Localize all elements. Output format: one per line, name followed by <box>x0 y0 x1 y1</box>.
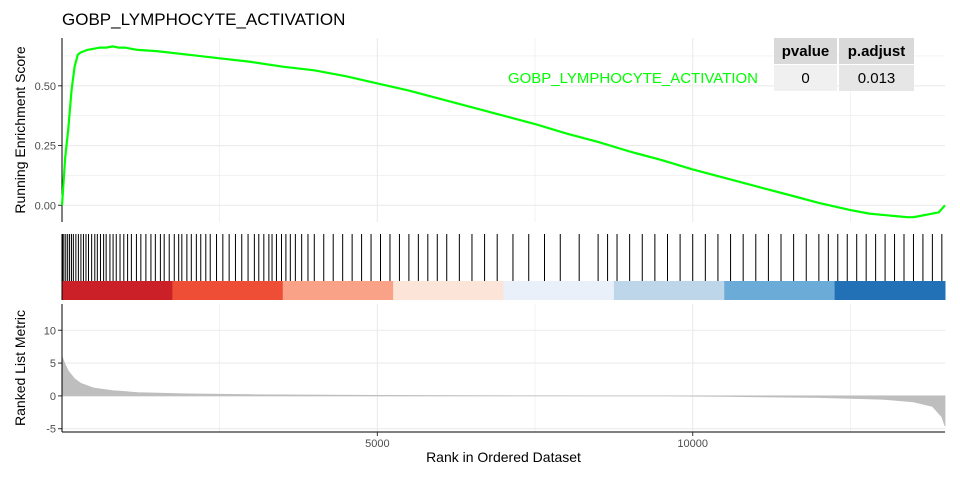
ranked-metric-grid <box>62 304 945 432</box>
y-tick-label-p3: 5 <box>50 358 56 370</box>
y-tick-label-p3: 10 <box>44 325 56 337</box>
gradient-segment <box>834 281 946 300</box>
running-score-axis: 0.00 0.25 0.50 <box>35 38 63 222</box>
rank-gradient-bar <box>62 281 946 300</box>
gradient-segment <box>503 281 615 300</box>
x-tick-label: 10000 <box>677 438 708 450</box>
stats-table: pvalue p.adjust 0 0.013 GOBP_LYMPHOCYTE_ACTI… <box>508 38 914 91</box>
y-axis-title-ranked-metric: Ranked List Metric <box>12 310 28 426</box>
gene-hit-ticks <box>61 234 943 300</box>
ranked-metric-area-group <box>61 356 946 427</box>
table-header-cell <box>774 38 837 64</box>
table-value-cell <box>774 65 837 91</box>
table-row-label: GOBP_LYMPHOCYTE_ACTIVATION <box>508 70 758 87</box>
ranked-metric-area <box>61 356 946 427</box>
chart-title: GOBP_LYMPHOCYTE_ACTIVATION <box>62 10 346 29</box>
table-value-padjust: 0.013 <box>858 70 896 87</box>
running-score-line <box>60 45 946 219</box>
x-axis: 5000 10000 <box>62 431 945 450</box>
gradient-segment <box>62 281 173 300</box>
y-tick-label-p3: 0 <box>50 391 56 403</box>
ranked-metric-axis: -5 0 5 10 <box>44 304 63 436</box>
table-value-cell <box>839 65 914 91</box>
x-tick-label: 5000 <box>365 438 389 450</box>
gradient-segment <box>613 281 725 300</box>
table-header-cell <box>839 38 914 64</box>
running-score-line-group <box>60 45 946 219</box>
y-tick-label-p3: -5 <box>46 424 56 436</box>
y-tick-label-p1: 0.50 <box>35 81 56 93</box>
gradient-segment <box>724 281 836 300</box>
table-value-pvalue: 0 <box>801 70 809 87</box>
table-header-pvalue: pvalue <box>782 43 830 60</box>
table-header-padjust: p.adjust <box>848 43 906 60</box>
y-tick-label-p1: 0.00 <box>35 200 56 212</box>
x-axis-title: Rank in Ordered Dataset <box>426 449 581 465</box>
y-tick-label-p1: 0.25 <box>35 141 56 153</box>
y-axis-title-running-score: Running Enrichment Score <box>12 46 28 214</box>
gradient-segment <box>282 281 394 300</box>
gradient-segment <box>393 281 504 300</box>
gradient-segment <box>172 281 284 300</box>
axis-titles: Rank in Ordered Dataset Running Enrichmen… <box>12 46 581 465</box>
